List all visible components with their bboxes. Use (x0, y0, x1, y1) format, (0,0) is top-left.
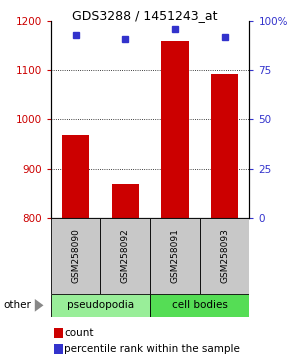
Text: cell bodies: cell bodies (172, 300, 228, 310)
Bar (150, 218, 200, 294)
Text: GSM258092: GSM258092 (121, 228, 130, 283)
Bar (62, 135, 89, 218)
Text: pseudopodia: pseudopodia (67, 300, 134, 310)
Text: GSM258090: GSM258090 (71, 228, 80, 283)
Text: other: other (3, 300, 31, 310)
Text: percentile rank within the sample: percentile rank within the sample (64, 344, 240, 354)
Bar (51, 294, 150, 317)
Bar (200, 218, 249, 294)
Text: GSM258091: GSM258091 (171, 228, 180, 283)
Bar (112, 184, 139, 218)
Bar (100, 218, 150, 294)
Bar (51, 218, 100, 294)
Bar (211, 74, 238, 218)
Bar (150, 294, 249, 317)
Text: count: count (64, 328, 94, 338)
Text: GDS3288 / 1451243_at: GDS3288 / 1451243_at (72, 9, 218, 22)
Bar (161, 41, 188, 218)
Text: GSM258093: GSM258093 (220, 228, 229, 283)
